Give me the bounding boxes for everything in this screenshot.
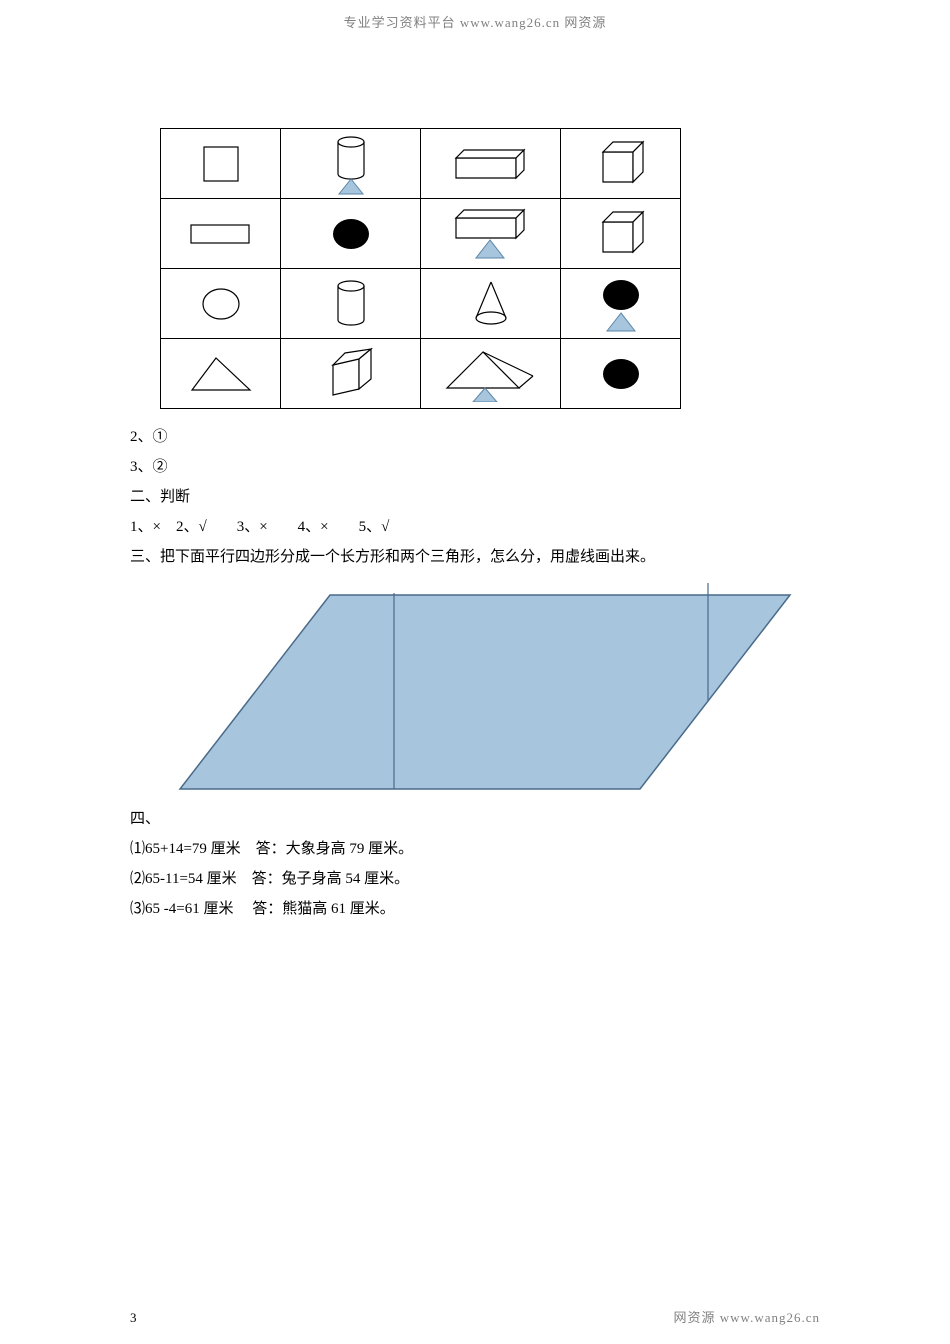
cylinder-on-triangle-icon [321, 132, 381, 196]
rectangle-icon [186, 219, 256, 249]
table-row [161, 269, 681, 339]
section3-title: 三、把下面平行四边形分成一个长方形和两个三角形，怎么分，用虚线画出来。 [130, 543, 830, 571]
cube-icon [591, 206, 651, 262]
triangle-3d-icon [441, 346, 541, 402]
section4-answer2: ⑵65-11=54 厘米 答：兔子身高 54 厘米。 [130, 865, 830, 893]
cylinder-icon [326, 276, 376, 332]
cell-cuboid [421, 129, 561, 199]
main-content: 2、① 3、② 二、判断 1、× 2、√ 3、× 4、× 5、√ 三、把下面平行… [130, 128, 830, 923]
cell-black-ellipse [281, 199, 421, 269]
black-ellipse-icon [596, 354, 646, 394]
cell-square [161, 129, 281, 199]
cell-triangle [161, 339, 281, 409]
black-ellipse-triangle-icon [591, 273, 651, 335]
cell-rectangle [161, 199, 281, 269]
parallelogram-diagram [170, 579, 810, 799]
table-row [161, 129, 681, 199]
cell-cube [561, 129, 681, 199]
page-number: 3 [130, 1310, 137, 1326]
table-row [161, 199, 681, 269]
shapes-table [160, 128, 681, 409]
cell-cube [561, 199, 681, 269]
footer-source: 网资源 www.wang26.cn [674, 1307, 821, 1326]
cuboid-icon [446, 144, 536, 184]
cell-cube-rotated [281, 339, 421, 409]
cell-black-ellipse-on-triangle [561, 269, 681, 339]
cell-black-ellipse [561, 339, 681, 409]
triangle-icon [186, 352, 256, 396]
page-header: 专业学习资料平台 www.wang26.cn 网资源 [0, 12, 950, 31]
table-row [161, 339, 681, 409]
ellipse-icon [196, 284, 246, 324]
section4-answer3: ⑶65 -4=61 厘米 答：熊猫高 61 厘米。 [130, 895, 830, 923]
cuboid-on-triangle-icon [446, 204, 536, 264]
answer-q2: 2、① [130, 423, 830, 451]
parallelogram-svg [170, 579, 810, 799]
section2-title: 二、判断 [130, 483, 830, 511]
cube-rotated-icon [319, 345, 383, 403]
section2-answers: 1、× 2、√ 3、× 4、× 5、√ [130, 513, 830, 541]
section4-answer1: ⑴65+14=79 厘米 答：大象身高 79 厘米。 [130, 835, 830, 863]
cell-cylinder [281, 269, 421, 339]
cell-ellipse [161, 269, 281, 339]
cell-triangle-front-view [421, 339, 561, 409]
section4-title: 四、 [130, 805, 830, 833]
cell-cuboid-on-triangle [421, 199, 561, 269]
answer-q3: 3、② [130, 453, 830, 481]
cube-icon [591, 136, 651, 192]
cone-icon [466, 276, 516, 332]
cell-cone [421, 269, 561, 339]
black-ellipse-icon [326, 214, 376, 254]
cell-cylinder-on-triangle [281, 129, 421, 199]
square-icon [196, 139, 246, 189]
